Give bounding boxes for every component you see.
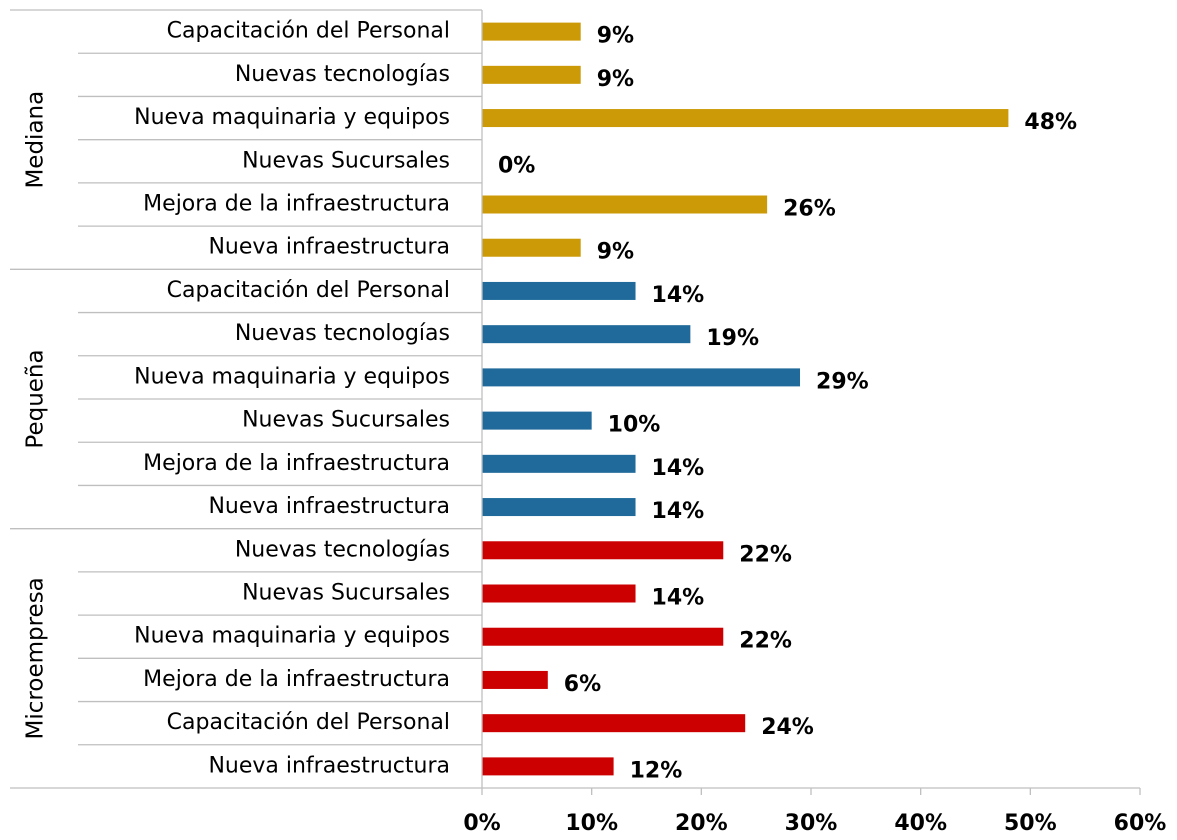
x-tick-label: 60% [1114, 811, 1167, 836]
category-label: Mejora de la infraestructura [143, 667, 450, 692]
x-tick-label: 20% [675, 811, 728, 836]
value-label: 14% [652, 456, 705, 481]
x-tick-label: 0% [463, 811, 500, 836]
group-label: Pequeña [23, 349, 49, 448]
value-label: 9% [597, 240, 634, 265]
group-label: Mediana [23, 91, 49, 189]
bar [482, 239, 581, 257]
bar [482, 282, 636, 300]
category-label: Nuevas Sucursales [242, 148, 450, 173]
value-label: 10% [608, 413, 661, 438]
value-label: 0% [498, 153, 535, 178]
value-label: 24% [761, 715, 814, 740]
chart: Mediana Capacitación del Personal 9% Nuevas… [0, 0, 1177, 840]
x-tick-label: 50% [1004, 811, 1057, 836]
category-label: Nueva infraestructura [208, 753, 450, 778]
bar [482, 585, 636, 603]
category-label: Nueva infraestructura [208, 235, 450, 260]
x-tick-label: 30% [785, 811, 838, 836]
page: {"chart_data": {"type": "bar", "groups":… [0, 0, 1177, 840]
category-label: Nueva infraestructura [208, 494, 450, 519]
bar [482, 23, 581, 41]
value-label: 29% [816, 369, 869, 394]
value-label: 19% [706, 326, 759, 351]
bar [482, 541, 723, 559]
value-label: 48% [1024, 110, 1077, 135]
category-label: Nuevas tecnologías [235, 321, 450, 346]
bar [482, 412, 592, 430]
value-label: 26% [783, 197, 836, 222]
bar [482, 368, 800, 386]
bar [482, 628, 723, 646]
category-label: Capacitación del Personal [167, 19, 450, 44]
value-label: 14% [652, 586, 705, 611]
bar [482, 757, 614, 775]
category-label: Nueva maquinaria y equipos [134, 105, 450, 130]
bar [482, 498, 636, 516]
value-label: 22% [739, 629, 792, 654]
category-label: Nueva maquinaria y equipos [134, 364, 450, 389]
bar [482, 109, 1008, 127]
bar [482, 671, 548, 689]
bar [482, 66, 581, 84]
bar [482, 455, 636, 473]
category-label: Nuevas Sucursales [242, 581, 450, 606]
value-label: 9% [597, 24, 634, 49]
bar [482, 714, 745, 732]
bar [482, 325, 690, 343]
x-tick-label: 40% [894, 811, 947, 836]
category-label: Capacitación del Personal [167, 710, 450, 735]
value-label: 22% [739, 542, 792, 567]
category-label: Capacitación del Personal [167, 278, 450, 303]
category-label: Nuevas Sucursales [242, 408, 450, 433]
category-label: Nuevas tecnologías [235, 62, 450, 87]
group-label: Microempresa [23, 577, 49, 739]
category-label: Nuevas tecnologías [235, 537, 450, 562]
bar [482, 196, 767, 214]
category-label: Mejora de la infraestructura [143, 451, 450, 476]
value-label: 6% [564, 672, 601, 697]
value-label: 14% [652, 283, 705, 308]
value-label: 14% [652, 499, 705, 524]
value-label: 12% [630, 758, 683, 783]
category-label: Mejora de la infraestructura [143, 192, 450, 217]
value-label: 9% [597, 67, 634, 92]
category-label: Nueva maquinaria y equipos [134, 624, 450, 649]
x-tick-label: 10% [565, 811, 618, 836]
